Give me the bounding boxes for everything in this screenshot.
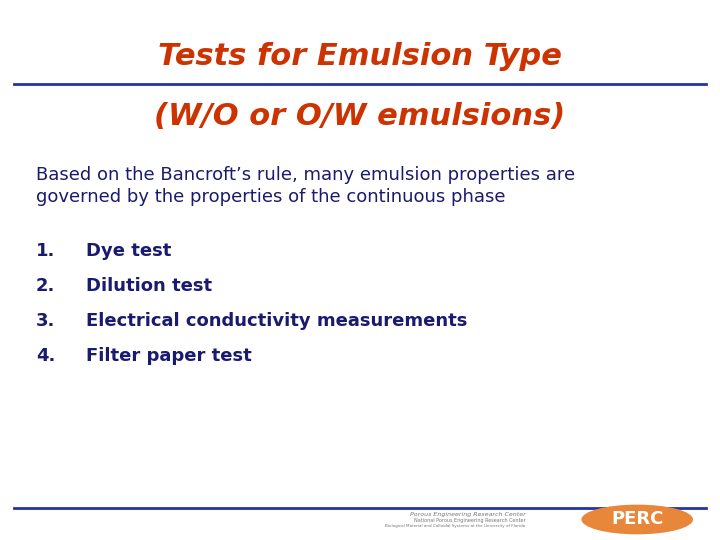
Text: Dye test: Dye test — [86, 242, 172, 260]
Text: Electrical conductivity measurements: Electrical conductivity measurements — [86, 312, 468, 330]
Text: Filter paper test: Filter paper test — [86, 347, 252, 366]
Text: Tests for Emulsion Type: Tests for Emulsion Type — [158, 42, 562, 71]
Text: Based on the Bancroft’s rule, many emulsion properties are: Based on the Bancroft’s rule, many emuls… — [36, 166, 575, 185]
Text: Biological Material and Colloidal Systems at the University of Florida: Biological Material and Colloidal System… — [385, 524, 526, 528]
Text: Dilution test: Dilution test — [86, 277, 212, 295]
Text: Porous Engineering Research Center: Porous Engineering Research Center — [410, 511, 526, 517]
Ellipse shape — [582, 504, 693, 535]
Text: 3.: 3. — [36, 312, 55, 330]
Text: PERC: PERC — [611, 510, 663, 529]
Text: 2.: 2. — [36, 277, 55, 295]
Text: (W/O or O/W emulsions): (W/O or O/W emulsions) — [154, 102, 566, 131]
Text: 4.: 4. — [36, 347, 55, 366]
Text: governed by the properties of the continuous phase: governed by the properties of the contin… — [36, 188, 505, 206]
Text: 1.: 1. — [36, 242, 55, 260]
Text: National Porous Engineering Research Center: National Porous Engineering Research Cen… — [414, 518, 526, 523]
